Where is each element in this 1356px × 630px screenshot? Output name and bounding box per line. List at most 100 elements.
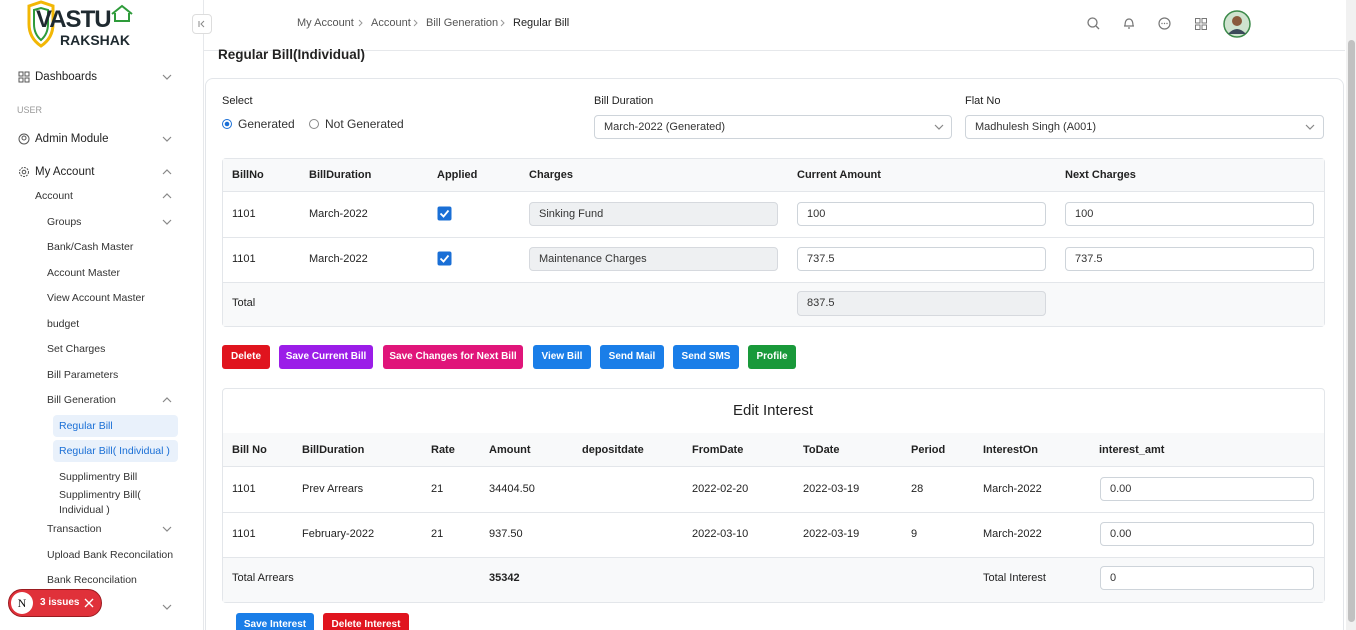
action-button[interactable]: View Bill (533, 345, 591, 369)
chevron-down-part (162, 526, 172, 532)
next-charges-input[interactable]: 737.5 (1065, 247, 1314, 271)
notification-icon-part (1124, 18, 1134, 29)
close-issues[interactable] (84, 598, 94, 608)
logo-text: VASTU (36, 6, 112, 33)
chevron-up-part (162, 193, 172, 199)
chevron-down (162, 74, 172, 80)
breadcrumb-item[interactable]: Account (371, 17, 411, 29)
chevron-down (1305, 124, 1315, 130)
action-button[interactable]: Delete Interest (323, 613, 409, 630)
action-button[interactable]: Profile (748, 345, 796, 369)
menu-item[interactable]: Set Charges (47, 343, 106, 355)
menu-icon (19, 167, 29, 177)
action-button[interactable]: Save Interest (236, 613, 314, 630)
chevron-up-part (162, 397, 172, 403)
chevron-down-part (162, 604, 172, 610)
logo-shield-part (33, 6, 49, 42)
table-cell: 1101 (232, 483, 256, 495)
column-header: ToDate (803, 444, 840, 456)
notification-icon[interactable] (1123, 16, 1135, 30)
apps-icon[interactable] (1195, 18, 1207, 30)
search-icon[interactable] (1087, 17, 1100, 30)
column-header: Bill No (232, 444, 267, 456)
column-header: Next Charges (1065, 169, 1136, 181)
menu-item[interactable]: View Account Master (47, 292, 145, 304)
applied-checkbox-part (439, 209, 450, 218)
applied-checkbox[interactable] (437, 206, 452, 221)
table-header-row (223, 433, 1324, 467)
avatar-part (1232, 16, 1242, 26)
column-header: BillNo (232, 169, 264, 181)
breadcrumb-item[interactable]: My Account (297, 17, 354, 29)
cell-duration: March-2022 (309, 208, 368, 220)
radio-button-part (224, 121, 230, 127)
action-button[interactable]: Delete (222, 345, 270, 369)
applied-checkbox[interactable] (437, 251, 452, 266)
menu-icon-part (24, 71, 30, 77)
radio-label[interactable]: Not Generated (325, 117, 404, 131)
menu-item[interactable]: Bank/Cash Master (47, 241, 134, 253)
menu-item[interactable]: Bank Reconcilation (47, 574, 137, 586)
column-header: Amount (489, 444, 531, 456)
interest-amount-input[interactable]: 0.00 (1100, 522, 1314, 546)
action-button[interactable]: Send Mail (600, 345, 664, 369)
total-label: Total Arrears (232, 572, 294, 584)
menu-item[interactable]: Groups (47, 216, 82, 228)
breadcrumb-item[interactable]: Bill Generation (426, 17, 499, 29)
menu-item[interactable]: Account Master (47, 267, 120, 279)
menu-item[interactable]: Bill Generation (47, 394, 116, 406)
next-charges-input[interactable]: 100 (1065, 202, 1314, 226)
interest-amount-input[interactable]: 0.00 (1100, 477, 1314, 501)
column-header: BillDuration (302, 444, 365, 456)
radio-label[interactable]: Generated (238, 117, 295, 131)
action-button[interactable]: Send SMS (673, 345, 739, 369)
flat-select[interactable]: Madhulesh Singh (A001) (965, 115, 1324, 139)
row-divider (223, 512, 1324, 513)
chevron-down (162, 219, 172, 225)
apps-icon-part (1201, 18, 1207, 24)
chevron-down (934, 124, 944, 130)
charges-table (222, 158, 1325, 327)
current-amount-input[interactable]: 737.5 (797, 247, 1046, 271)
menu-item[interactable]: Upload Bank Reconcilation (47, 549, 174, 561)
table-cell: 21 (431, 483, 444, 495)
collapse-icon (198, 20, 205, 28)
apps-icon-part (1195, 18, 1201, 24)
apps-icon-part (1201, 24, 1207, 30)
menu-item[interactable]: Admin Module (35, 133, 109, 145)
collapse-button[interactable] (192, 14, 212, 34)
breadcrumb-separator (500, 19, 505, 27)
menu-item[interactable]: Dashboards (35, 71, 98, 83)
chat-icon-part (1163, 22, 1166, 25)
menu-item[interactable]: Transaction (47, 523, 102, 535)
radio-button[interactable] (309, 119, 319, 129)
table-cell: 2022-03-19 (803, 483, 860, 495)
radio-button[interactable] (222, 119, 232, 129)
bill-duration-select[interactable]: March-2022 (Generated) (594, 115, 952, 139)
menu-item-active[interactable]: Regular Bill (59, 420, 113, 432)
breadcrumb-separator-part (413, 19, 418, 27)
menu-item[interactable]: Bill Parameters (47, 369, 119, 381)
menu-item[interactable]: Account (35, 190, 73, 202)
field-label: Bill Duration (594, 95, 654, 107)
current-amount-input[interactable]: 100 (797, 202, 1046, 226)
breadcrumb-item: Regular Bill (513, 17, 570, 29)
radio-button-part (309, 119, 319, 129)
menu-item[interactable]: budget (47, 318, 80, 330)
chevron-down-part (934, 124, 944, 130)
action-button[interactable]: Save Current Bill (279, 345, 373, 369)
menu-item[interactable]: Supplimentry Bill (59, 471, 138, 483)
logo-shield (27, 0, 55, 48)
menu-item[interactable]: Supplimentry Bill( Individual ) (59, 489, 141, 516)
menu-item-active[interactable]: Regular Bill( Individual ) (59, 445, 170, 457)
total-interest-input[interactable]: 0 (1100, 566, 1314, 590)
avatar[interactable] (1223, 10, 1251, 38)
chat-icon[interactable] (1158, 17, 1171, 30)
chevron-down-part (162, 74, 172, 80)
menu-item[interactable]: My Account (35, 166, 95, 178)
column-header: interest_amt (1099, 444, 1165, 456)
breadcrumb-separator-part (500, 19, 505, 27)
total-label: Total Interest (983, 572, 1046, 584)
action-button[interactable]: Save Changes for Next Bill (383, 345, 523, 369)
chevron-up (162, 169, 172, 175)
